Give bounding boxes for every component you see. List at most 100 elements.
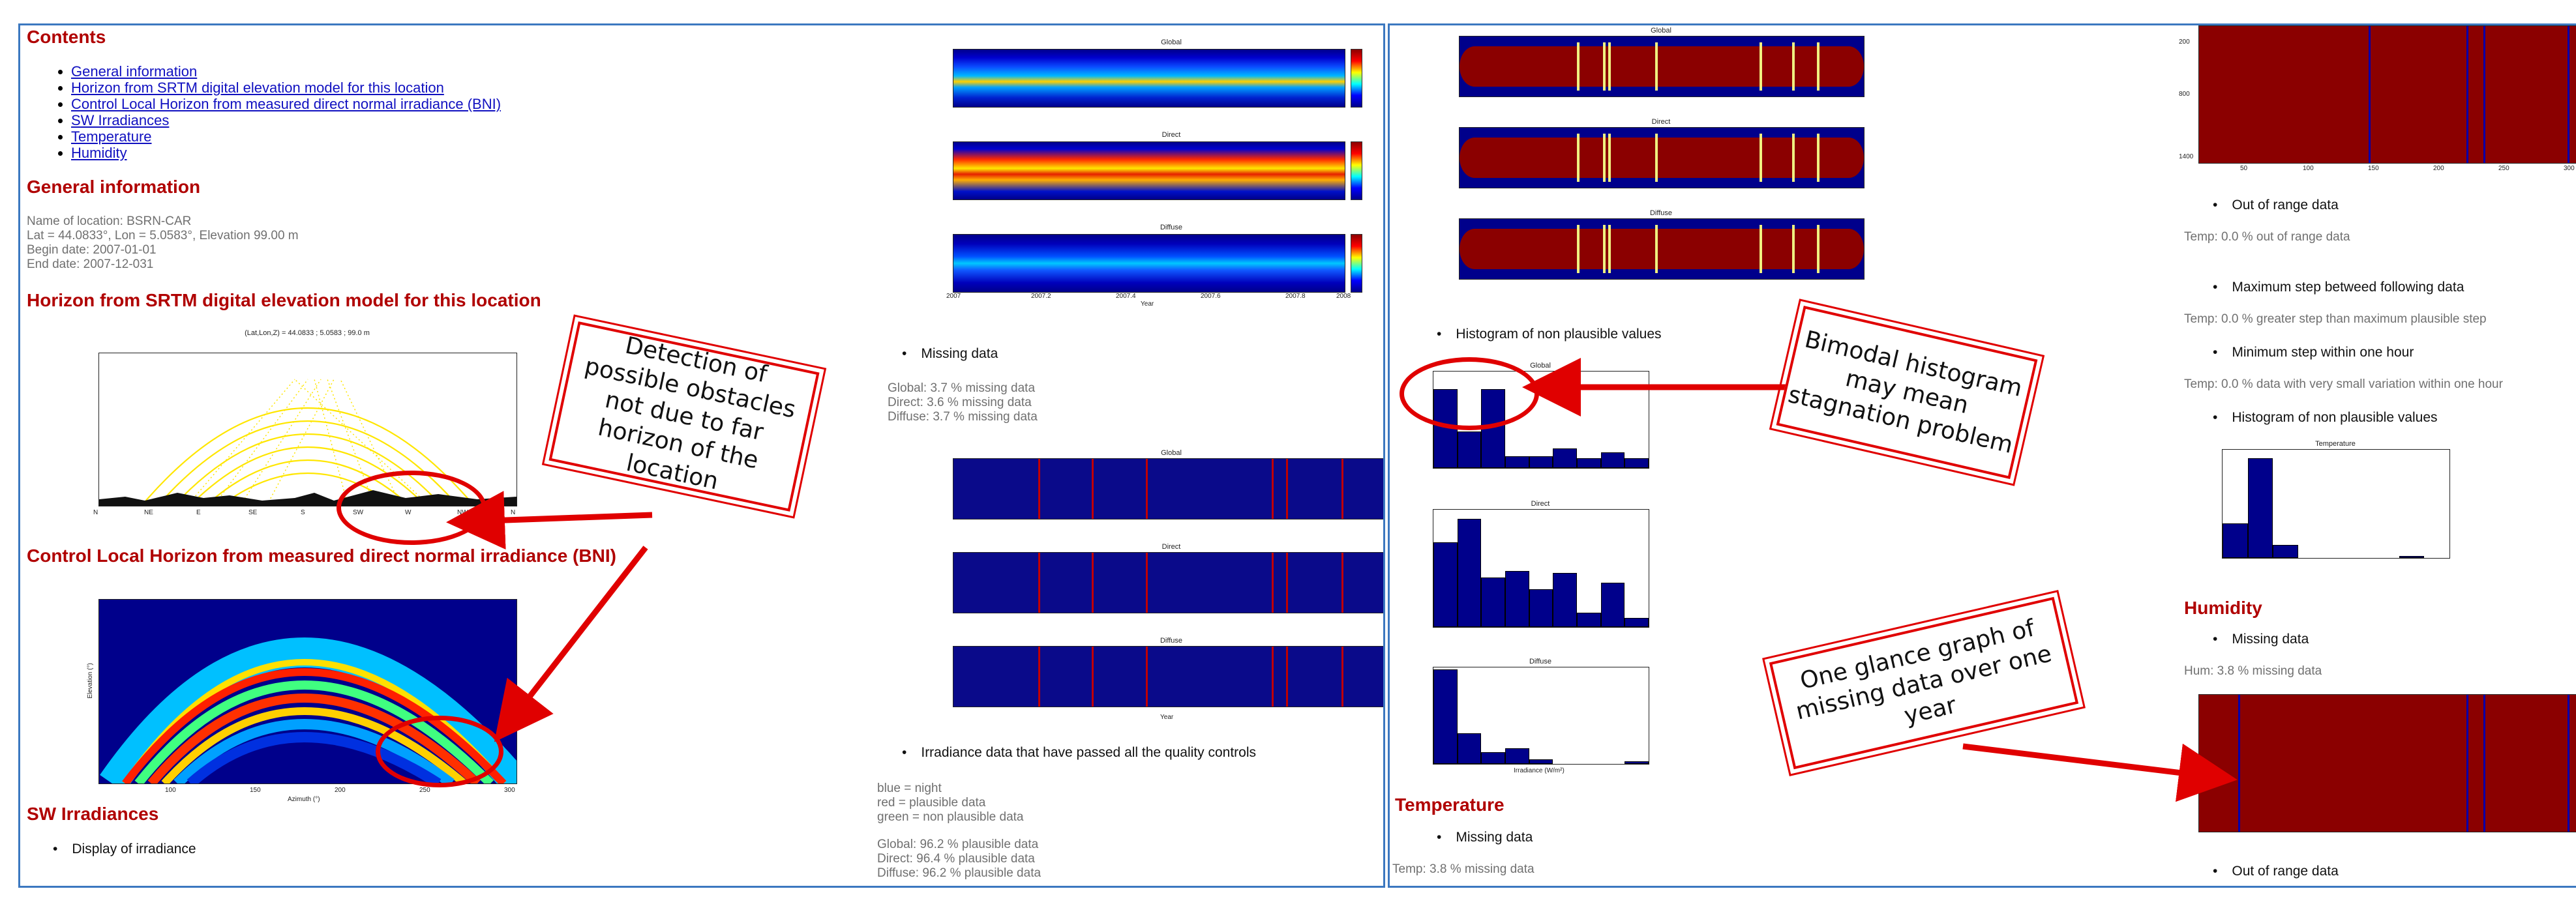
hum-missing-text: Hum: 3.8 % missing data	[2184, 664, 2322, 678]
histogram-bar	[1600, 582, 1625, 627]
general-line: Lat = 44.0833°, Lon = 5.0583°, Elevation…	[27, 229, 299, 242]
month-tick: 2007.6	[1201, 293, 1221, 300]
control-horizon-heading: Control Local Horizon from measured dire…	[27, 546, 616, 566]
horizon-heading: Horizon from SRTM digital elevation mode…	[27, 290, 541, 310]
heat-title-diffuse: Diffuse	[1160, 224, 1183, 231]
general-line: Name of location: BSRN-CAR	[27, 214, 192, 228]
histogram-bar	[2273, 545, 2298, 558]
temp-missing-text: Temp: 3.8 % missing data	[1392, 862, 1535, 876]
histogram-bar	[1433, 669, 1458, 764]
passed-controls-item: Irradiance data that have passed all the…	[902, 745, 1256, 761]
toc-item: Humidity	[71, 145, 501, 161]
histogram-bar	[1553, 448, 1577, 468]
histogram-bar	[1457, 519, 1482, 627]
diffuse-irradiance-heatmap	[953, 234, 1345, 293]
global-plausibility-strip	[1459, 36, 1865, 97]
histogram-bar	[1433, 542, 1458, 627]
contents-heading: Contents	[27, 27, 106, 47]
toc-link-control[interactable]: Control Local Horizon from measured dire…	[71, 96, 502, 112]
temp-histogram-item: Histogram of non plausible values	[2213, 410, 2437, 426]
toc-link-temperature[interactable]: Temperature	[71, 128, 152, 145]
global-colorbar	[1351, 49, 1362, 108]
toc-link-general[interactable]: General information	[71, 63, 198, 80]
plausible-line: Direct: 96.4 % plausible data	[877, 852, 1035, 866]
legend-line: blue = night	[877, 782, 942, 795]
diffuse-missing-strip	[953, 646, 1383, 707]
histogram-bar	[1553, 573, 1577, 627]
bni-x-tick: 100	[165, 787, 176, 794]
bni-x-tick: 250	[419, 787, 430, 794]
out-of-range-text: Temp: 0.0 % out of range data	[2184, 230, 2350, 244]
histogram-bar	[1529, 759, 1553, 764]
missing-data-item: Missing data	[902, 346, 998, 362]
diffuse-colorbar	[1351, 234, 1362, 293]
plaus-title-diffuse: Diffuse	[1649, 209, 1673, 217]
toc-item: SW Irradiances	[71, 112, 501, 128]
general-line: End date: 2007-12-031	[27, 257, 154, 271]
missing-line: Diffuse: 3.7 % missing data	[888, 410, 1038, 424]
histogram-bar	[1481, 752, 1505, 764]
histogram-item: Histogram of non plausible values	[1437, 327, 1661, 342]
histogram-bar	[2247, 458, 2273, 558]
histogram-bar	[1625, 761, 1649, 764]
max-step-item: Maximum step betweed following data	[2213, 280, 2464, 295]
global-missing-strip	[953, 458, 1383, 519]
month-tick: 2007.4	[1116, 293, 1136, 300]
temperature-histogram	[2222, 449, 2450, 559]
horizon-plot-title: (Lat,Lon,Z) = 44.0833 ; 5.0583 ; 99.0 m	[245, 329, 370, 337]
bni-x-tick: 150	[250, 787, 261, 794]
bni-x-tick: 300	[504, 787, 515, 794]
strip-title-diffuse: Diffuse	[1160, 637, 1183, 645]
horizon-x-tick: NE	[144, 509, 153, 516]
toc-link-sw[interactable]: SW Irradiances	[71, 112, 170, 128]
toc-item: Horizon from SRTM digital elevation mode…	[71, 80, 501, 96]
horizon-x-tick: E	[196, 509, 201, 516]
hum-missing-item: Missing data	[2213, 632, 2309, 647]
global-histogram	[1433, 371, 1649, 469]
min-step-text: Temp: 0.0 % data with very small variati…	[2184, 377, 2503, 391]
temperature-missing-strip	[2198, 25, 2576, 164]
strip-title-global: Global	[1161, 449, 1182, 457]
toc-item: Temperature	[71, 128, 501, 145]
histogram-bar	[1577, 458, 1601, 468]
toc-link-humidity[interactable]: Humidity	[71, 145, 127, 161]
histogram-bar	[1625, 458, 1649, 468]
hist-title-diffuse: Diffuse	[1529, 658, 1552, 665]
horizon-x-tick: N	[511, 509, 516, 516]
strip-x-tick: 250	[2498, 165, 2509, 172]
general-information-heading: General information	[27, 177, 201, 197]
histogram-bar	[1529, 456, 1553, 468]
out-of-range-item: Out of range data	[2213, 197, 2338, 213]
hum-out-of-range-item: Out of range data	[2213, 864, 2338, 879]
strip-y-tick: 800	[2179, 91, 2190, 98]
histogram-bar	[2399, 555, 2425, 558]
horizon-x-tick: N	[93, 509, 98, 516]
temp-hist-title: Temperature	[2315, 440, 2356, 448]
plaus-title-direct: Direct	[1651, 118, 1671, 126]
strip-x-tick: 300	[2564, 165, 2575, 172]
horizon-x-tick: S	[301, 509, 305, 516]
direct-missing-strip	[953, 552, 1383, 613]
strip-x-tick: 100	[2303, 165, 2314, 172]
hist-title-direct: Direct	[1531, 500, 1550, 508]
histogram-bar	[1481, 577, 1505, 627]
min-step-item: Minimum step within one hour	[2213, 345, 2414, 360]
bni-x-label: Azimuth (°)	[288, 796, 320, 803]
plausible-line: Diffuse: 96.2 % plausible data	[877, 866, 1041, 880]
histogram-bar	[1505, 456, 1529, 468]
temp-missing-item: Missing data	[1437, 830, 1533, 845]
toc-link-horizon[interactable]: Horizon from SRTM digital elevation mode…	[71, 80, 444, 96]
strip-y-tick: 200	[2179, 38, 2190, 46]
histogram-bar	[2223, 523, 2248, 558]
humidity-missing-strip	[2198, 694, 2576, 832]
strip-y-tick: 1400	[2179, 153, 2194, 160]
strip-year-label: Year	[1160, 714, 1174, 721]
direct-histogram	[1433, 509, 1649, 628]
obstacle-highlight-ellipse	[337, 471, 487, 545]
horizon-x-tick: SE	[248, 509, 258, 516]
toc-item: General information	[71, 63, 501, 80]
direct-irradiance-heatmap	[953, 141, 1345, 200]
sw-irradiances-heading: SW Irradiances	[27, 804, 159, 824]
sw-display-item: Display of irradiance	[53, 841, 196, 857]
